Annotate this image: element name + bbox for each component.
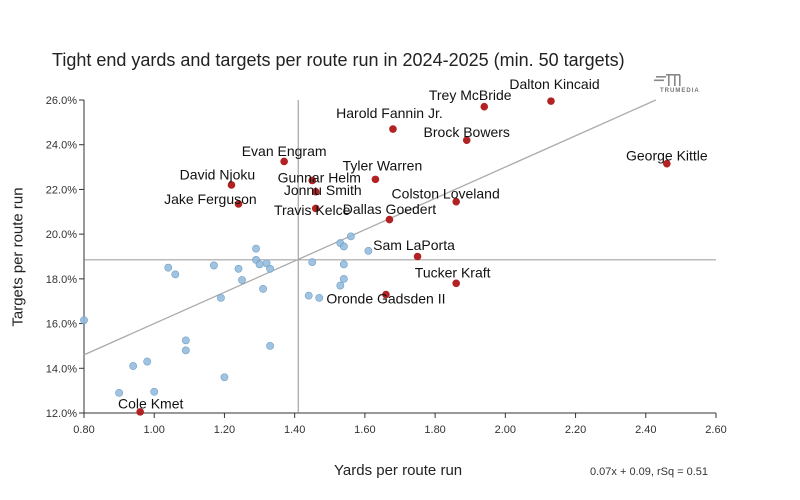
brand-name: TRUMEDIA: [660, 88, 700, 94]
y-tick-label: 22.0%: [46, 184, 77, 196]
data-point: [304, 291, 313, 300]
y-axis-label: Targets per route run: [9, 187, 27, 327]
highlighted-point: [452, 279, 460, 288]
point-label: Harold Fannin Jr.: [336, 105, 443, 121]
highlighted-point: [452, 197, 460, 206]
point-label: Evan Engram: [242, 143, 327, 159]
highlighted-point: [136, 408, 144, 416]
x-axis-label: Yards per route run: [334, 462, 463, 479]
y-tick-label: 18.0%: [46, 274, 77, 286]
data-point: [150, 387, 159, 396]
data-point: [238, 276, 246, 284]
data-point: [308, 258, 317, 266]
data-point: [339, 260, 348, 269]
y-tick-label: 16.0%: [46, 319, 77, 331]
point-label: Tucker Kraft: [415, 265, 491, 281]
point-label: Tyler Warren: [343, 157, 423, 173]
point-label: Travis Kelce: [274, 202, 351, 218]
highlighted-point: [389, 125, 397, 133]
data-point: [339, 242, 348, 251]
x-tick-label: 1.20: [214, 424, 235, 436]
data-point: [129, 362, 138, 370]
highlighted-point: [547, 97, 555, 105]
highlighted-point: [382, 290, 390, 299]
point-label: Oronde Gadsden II: [326, 290, 445, 306]
highlighted-point: [308, 176, 317, 185]
point-label: David Njoku: [180, 166, 255, 182]
highlighted-point: [413, 252, 422, 261]
point-label: Gunnar Helm: [278, 170, 361, 186]
y-tick-label: 14.0%: [46, 363, 77, 375]
point-label: Dalton Kincaid: [509, 76, 599, 92]
highlighted-point: [234, 200, 243, 208]
data-point: [339, 274, 348, 283]
data-point: [262, 259, 271, 268]
x-tick-label: 1.80: [424, 424, 445, 436]
x-tick-label: 2.60: [705, 424, 726, 436]
point-label: Brock Bowers: [424, 124, 510, 140]
y-tick-label: 20.0%: [46, 229, 77, 241]
data-point: [171, 270, 180, 279]
y-tick-label: 24.0%: [46, 140, 77, 152]
highlighted-point: [311, 187, 320, 196]
data-point: [364, 247, 373, 255]
x-tick-label: 1.60: [354, 424, 375, 436]
trendline-equation: 0.07x + 0.09, rSq = 0.51: [590, 466, 709, 478]
point-label: Jake Ferguson: [164, 191, 257, 207]
point-label: Trey McBride: [429, 87, 512, 103]
x-tick-label: 2.20: [565, 424, 586, 436]
point-label: Colston Loveland: [392, 185, 500, 201]
data-point: [255, 260, 264, 269]
point-label: Jonnu Smith: [284, 182, 362, 198]
point-label: Cole Kmet: [118, 396, 183, 412]
data-point: [220, 373, 229, 382]
chart-title: Tight end yards and targets per route ru…: [52, 50, 625, 70]
highlighted-point: [311, 204, 320, 213]
data-point: [143, 357, 152, 366]
y-tick-label: 26.0%: [46, 95, 77, 107]
data-point: [217, 293, 225, 302]
highlighted-point: [663, 159, 671, 168]
data-point: [315, 293, 324, 302]
x-tick-label: 2.00: [495, 424, 516, 436]
point-label: George Kittle: [626, 147, 708, 163]
y-tick-label: 12.0%: [46, 408, 77, 420]
highlighted-point: [385, 215, 394, 224]
data-point: [210, 261, 218, 270]
data-point: [252, 244, 260, 253]
data-point: [346, 232, 355, 241]
data-point: [266, 342, 274, 350]
data-point: [181, 346, 190, 355]
highlighted-point: [480, 102, 489, 111]
x-tick-label: 1.00: [144, 424, 165, 436]
highlighted-point: [280, 157, 288, 166]
x-tick-label: 2.40: [635, 424, 656, 436]
data-point: [164, 263, 173, 272]
highlighted-point: [462, 136, 471, 145]
trendline: [83, 99, 657, 356]
point-label: Sam LaPorta: [373, 237, 455, 253]
x-tick-label: 1.40: [284, 424, 305, 436]
data-point: [336, 281, 345, 290]
data-point: [181, 336, 190, 345]
data-point: [234, 264, 243, 273]
point-label: Dallas Goedert: [343, 201, 436, 217]
x-tick-label: 0.80: [73, 424, 94, 436]
trumedia-logo-icon: [654, 74, 681, 86]
data-point: [80, 316, 88, 325]
data-point: [259, 285, 267, 293]
data-point: [266, 264, 274, 273]
data-point: [115, 388, 124, 397]
highlighted-point: [227, 181, 236, 189]
highlighted-point: [371, 175, 380, 184]
